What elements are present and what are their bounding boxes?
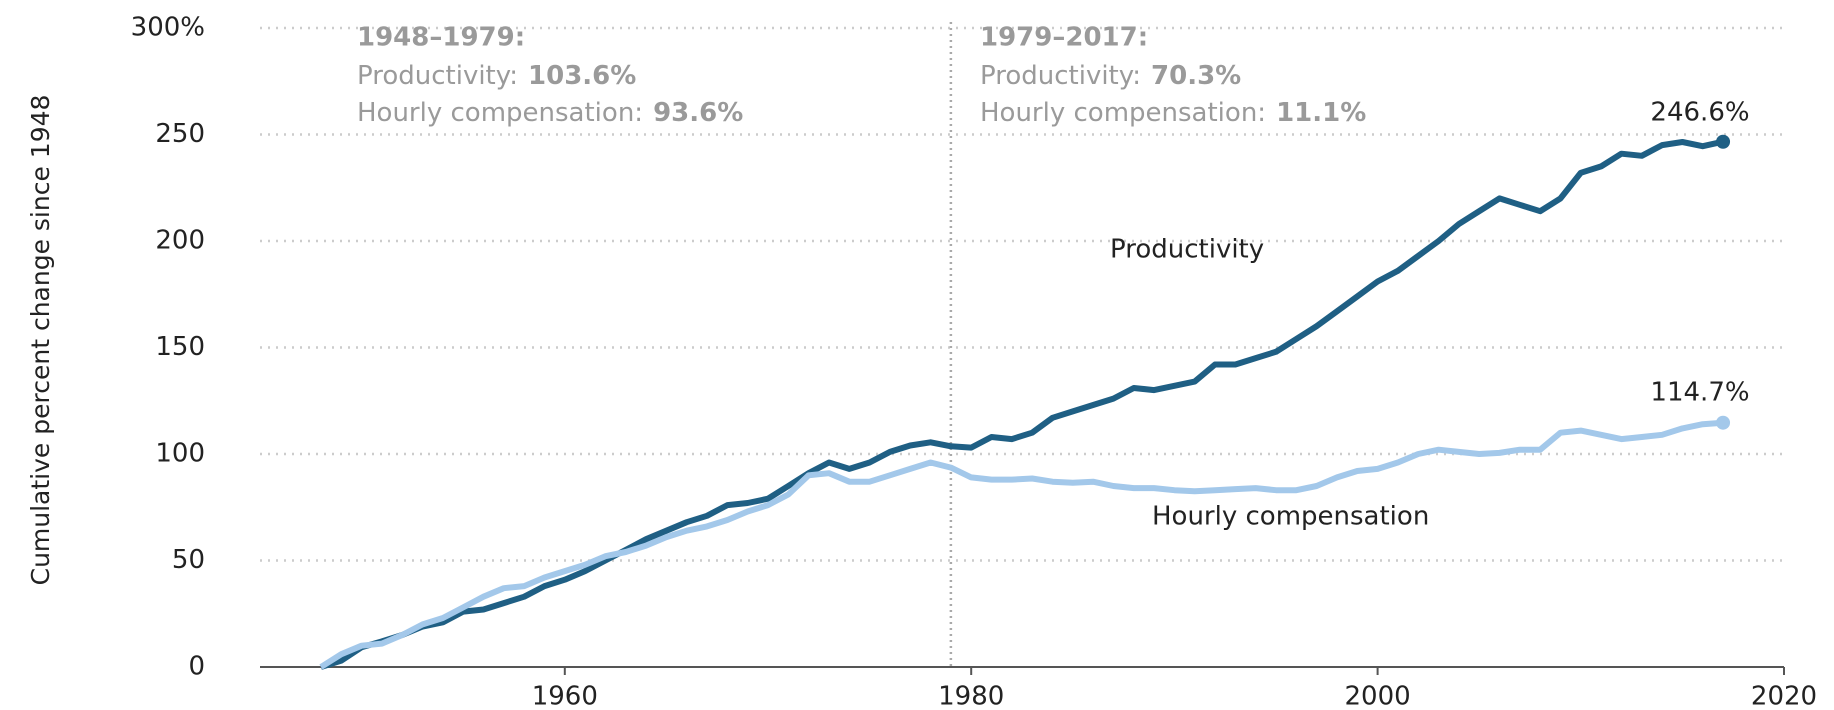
annotation-line: Hourly compensation: 93.6% [357, 98, 743, 128]
y-tick-label: 150 [155, 332, 205, 362]
y-tick-label: 250 [155, 119, 205, 149]
y-tick-label: 200 [155, 226, 205, 256]
annotation-label: Hourly compensation: [980, 98, 1266, 128]
annotation-line: Productivity: 103.6% [357, 61, 636, 91]
annotation-value: 93.6% [653, 98, 743, 128]
y-tick-label: 100 [155, 439, 205, 469]
series-line [319, 419, 1724, 670]
y-tick-label: 300% [131, 13, 205, 43]
y-tick-label: 0 [188, 652, 205, 682]
annotation-value: 11.1% [1276, 98, 1366, 128]
end-point [1716, 134, 1731, 149]
annotation-label: Hourly compensation: [357, 98, 643, 128]
annotation-heading: 1979–2017: [980, 23, 1148, 53]
end-point [1716, 415, 1731, 430]
series-label: Productivity [1110, 235, 1264, 265]
series-line [320, 138, 1724, 670]
x-tick-label: 1980 [938, 682, 1004, 710]
annotation-heading: 1948–1979: [357, 23, 525, 53]
y-axis-label: Cumulative percent change since 1948 [26, 95, 55, 586]
annotation-label: Productivity: [357, 61, 518, 91]
annotation-value: 70.3% [1151, 61, 1241, 91]
x-tick-label: 1960 [532, 682, 598, 710]
annotation-value: 103.6% [528, 61, 636, 91]
x-tick-label: 2020 [1751, 682, 1817, 710]
y-tick-label: 50 [172, 545, 205, 575]
series-label: Hourly compensation [1152, 502, 1429, 532]
x-tick-label: 2000 [1345, 682, 1411, 710]
annotation-line: Hourly compensation: 11.1% [980, 98, 1366, 128]
end-label: 246.6% [1650, 98, 1749, 128]
annotation-line: Productivity: 70.3% [980, 61, 1241, 91]
end-label: 114.7% [1650, 378, 1749, 408]
annotation-label: Productivity: [980, 61, 1141, 91]
